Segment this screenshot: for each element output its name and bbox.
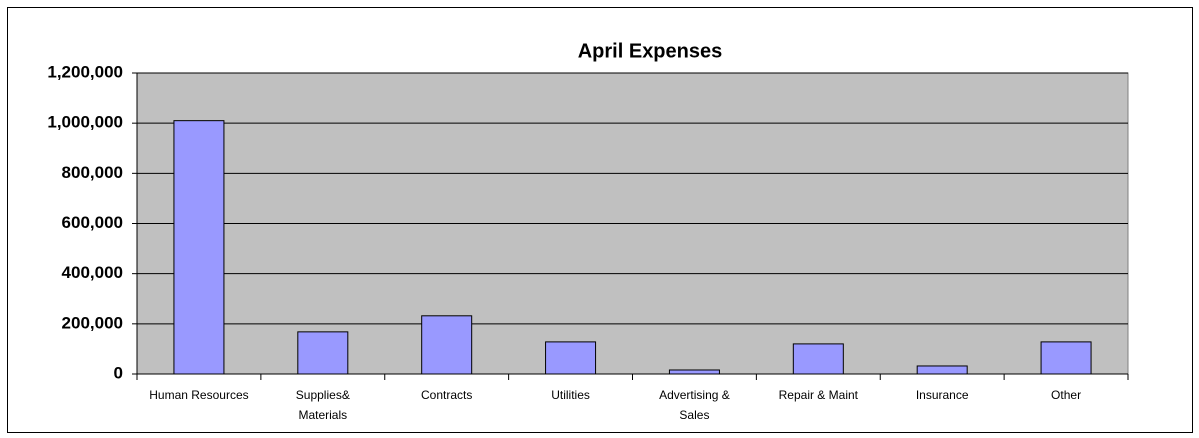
x-tick-label-line: Materials — [298, 408, 347, 422]
bar — [1040, 341, 1092, 375]
y-tick-label: 400,000 — [62, 263, 123, 282]
x-tick-label: Supplies& Materials — [296, 388, 350, 422]
y-tick-label: 200,000 — [62, 313, 123, 332]
y-tick-label: 1,000,000 — [47, 113, 123, 132]
y-tick-label: 600,000 — [62, 213, 123, 232]
y-tick-label: 800,000 — [62, 163, 123, 182]
x-tick-label-line: Repair & Maint — [779, 388, 859, 402]
x-tick-label: Human Resources — [149, 388, 248, 402]
bar — [297, 331, 349, 375]
chart-title: April Expenses — [578, 40, 723, 62]
x-tick-label: Advertising & Sales — [659, 388, 730, 422]
bar — [173, 120, 225, 375]
x-tick-label-line: Contracts — [421, 388, 472, 402]
x-tick-label-line: Advertising & — [659, 388, 730, 402]
x-tick-label: Repair & Maint — [779, 388, 859, 402]
bar — [668, 369, 720, 375]
bar — [545, 341, 597, 375]
bar — [421, 315, 473, 375]
x-tick-label-line: Sales — [679, 408, 709, 422]
x-tick-label-line: Supplies& — [296, 388, 350, 402]
x-tick-label: Utilities — [551, 388, 590, 402]
bar — [916, 365, 968, 375]
x-tick-label: Insurance — [916, 388, 969, 402]
y-tick-label: 1,200,000 — [47, 62, 123, 81]
x-tick-label-line: Human Resources — [149, 388, 248, 402]
x-tick-label-line: Other — [1051, 388, 1081, 402]
y-tick-label: 0 — [114, 363, 123, 382]
x-tick-label-line: Utilities — [551, 388, 590, 402]
x-tick-label: Other — [1051, 388, 1081, 402]
x-tick-label-line: Insurance — [916, 388, 969, 402]
bar — [792, 343, 844, 375]
x-tick-label: Contracts — [421, 388, 472, 402]
